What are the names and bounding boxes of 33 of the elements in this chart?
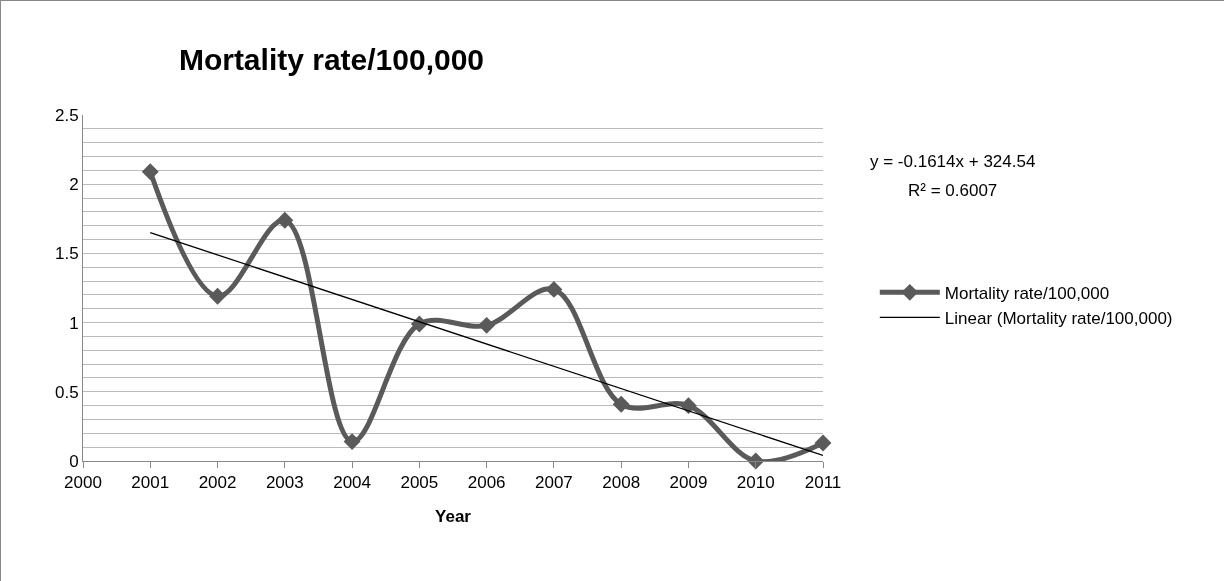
x-tick-label: 2009 bbox=[669, 473, 708, 493]
legend-label: Linear (Mortality rate/100,000) bbox=[944, 309, 1173, 329]
x-tick-label: 2006 bbox=[467, 473, 506, 493]
x-tick-label: 2010 bbox=[736, 473, 775, 493]
chart-title: Mortality rate/100,000 bbox=[178, 42, 485, 76]
point bbox=[478, 316, 496, 334]
point bbox=[545, 280, 563, 298]
x-tick-label: 2001 bbox=[131, 473, 170, 493]
text: y = -0.1614x + 324.54 bbox=[870, 152, 1036, 171]
point bbox=[141, 163, 159, 181]
point bbox=[276, 211, 294, 229]
y-tick-label: 0.5 bbox=[54, 382, 79, 402]
x-tick-label: 2003 bbox=[265, 473, 304, 493]
y-tick-label: 2 bbox=[69, 175, 79, 195]
x-tick-label: 2005 bbox=[400, 473, 439, 493]
point bbox=[680, 397, 697, 415]
x-tick-label: 2007 bbox=[535, 473, 573, 493]
point bbox=[209, 287, 226, 305]
x-axis-title: Year bbox=[435, 507, 472, 526]
y-tick-label: 1 bbox=[69, 313, 79, 333]
point bbox=[612, 395, 630, 413]
y-tick-label: 2.5 bbox=[54, 105, 79, 125]
point bbox=[343, 433, 361, 451]
x-tick-label: 2004 bbox=[333, 473, 371, 493]
legend-label: Mortality rate/100,000 bbox=[944, 283, 1110, 303]
y-tick-label: 1.5 bbox=[54, 244, 79, 264]
x-tick-label: 2002 bbox=[198, 473, 237, 493]
y-tick-label: 0 bbox=[69, 451, 79, 471]
x-tick-label: 2000 bbox=[64, 473, 102, 493]
x-tick-label: 2011 bbox=[804, 473, 842, 493]
point bbox=[814, 434, 832, 452]
text: R² = 0.6007 bbox=[908, 181, 998, 200]
x-tick-label: 2008 bbox=[602, 473, 641, 493]
